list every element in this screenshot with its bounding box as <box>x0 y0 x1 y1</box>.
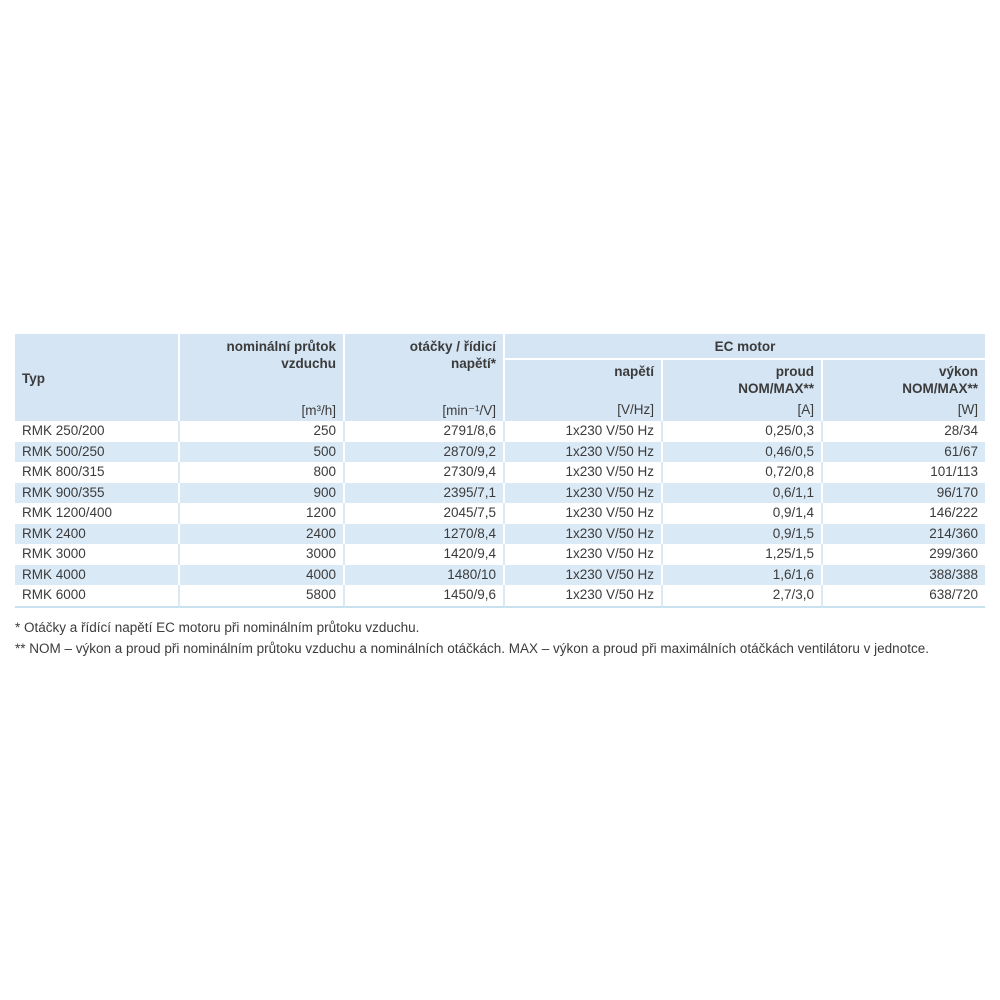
cell-typ: RMK 250/200 <box>15 421 180 442</box>
header-current-title: proud NOM/MAX** <box>738 364 814 396</box>
cell-power: 28/34 <box>823 421 985 442</box>
cell-current: 0,9/1,5 <box>663 523 823 544</box>
cell-typ: RMK 3000 <box>15 544 180 565</box>
cell-voltage: 1x230 V/50 Hz <box>505 523 663 544</box>
cell-typ: RMK 800/315 <box>15 462 180 483</box>
cell-typ: RMK 900/355 <box>15 482 180 503</box>
header-flow-unit: [m³/h] <box>301 403 336 418</box>
page-content: Typ nominální průtok vzduchu [m³/h] <box>15 334 985 660</box>
cell-speed: 1450/9,6 <box>345 585 505 608</box>
footnote-1: * Otáčky a řídící napětí EC motoru při n… <box>15 619 420 635</box>
table-body: RMK 250/200 250 2791/8,6 1x230 V/50 Hz 0… <box>15 421 985 608</box>
cell-voltage: 1x230 V/50 Hz <box>505 503 663 524</box>
cell-power: 61/67 <box>823 441 985 462</box>
cell-speed: 2870/9,2 <box>345 441 505 462</box>
cell-voltage: 1x230 V/50 Hz <box>505 585 663 608</box>
header-flow: nominální průtok vzduchu [m³/h] <box>180 334 345 421</box>
cell-typ: RMK 500/250 <box>15 441 180 462</box>
cell-typ: RMK 2400 <box>15 523 180 544</box>
cell-typ: RMK 1200/400 <box>15 503 180 524</box>
cell-speed: 1420/9,4 <box>345 544 505 565</box>
header-voltage-title: napětí <box>614 364 654 379</box>
table-header: Typ nominální průtok vzduchu [m³/h] <box>15 334 985 421</box>
header-ec-motor: EC motor <box>505 334 985 360</box>
header-current: proud NOM/MAX** [A] <box>663 360 823 421</box>
cell-power: 146/222 <box>823 503 985 524</box>
cell-current: 1,6/1,6 <box>663 564 823 585</box>
cell-current: 0,72/0,8 <box>663 462 823 483</box>
cell-typ: RMK 4000 <box>15 564 180 585</box>
spec-table: Typ nominální průtok vzduchu [m³/h] <box>15 334 985 608</box>
cell-voltage: 1x230 V/50 Hz <box>505 482 663 503</box>
cell-flow: 800 <box>180 462 345 483</box>
cell-power: 214/360 <box>823 523 985 544</box>
header-voltage-unit: [V/Hz] <box>617 402 654 417</box>
header-power: výkon NOM/MAX** [W] <box>823 360 985 421</box>
table-row: RMK 4000 4000 1480/10 1x230 V/50 Hz 1,6/… <box>15 564 985 585</box>
cell-current: 0,6/1,1 <box>663 482 823 503</box>
cell-flow: 5800 <box>180 585 345 608</box>
cell-power: 96/170 <box>823 482 985 503</box>
cell-speed: 2791/8,6 <box>345 421 505 442</box>
cell-voltage: 1x230 V/50 Hz <box>505 421 663 442</box>
cell-voltage: 1x230 V/50 Hz <box>505 462 663 483</box>
header-typ: Typ <box>15 334 180 421</box>
cell-flow: 4000 <box>180 564 345 585</box>
cell-speed: 2045/7,5 <box>345 503 505 524</box>
header-band-row: Typ nominální průtok vzduchu [m³/h] <box>15 334 985 421</box>
cell-voltage: 1x230 V/50 Hz <box>505 564 663 585</box>
header-speed-title: otáčky / řídicí napětí* <box>409 339 496 371</box>
cell-speed: 2730/9,4 <box>345 462 505 483</box>
cell-flow: 2400 <box>180 523 345 544</box>
cell-power: 638/720 <box>823 585 985 608</box>
cell-flow: 900 <box>180 482 345 503</box>
header-power-unit: [W] <box>957 402 978 417</box>
cell-current: 2,7/3,0 <box>663 585 823 608</box>
cell-power: 101/113 <box>823 462 985 483</box>
cell-voltage: 1x230 V/50 Hz <box>505 441 663 462</box>
header-power-title: výkon NOM/MAX** <box>902 364 978 396</box>
cell-voltage: 1x230 V/50 Hz <box>505 544 663 565</box>
table-row: RMK 250/200 250 2791/8,6 1x230 V/50 Hz 0… <box>15 421 985 442</box>
cell-flow: 250 <box>180 421 345 442</box>
table-row: RMK 6000 5800 1450/9,6 1x230 V/50 Hz 2,7… <box>15 585 985 608</box>
cell-typ: RMK 6000 <box>15 585 180 608</box>
cell-current: 0,46/0,5 <box>663 441 823 462</box>
table-row: RMK 900/355 900 2395/7,1 1x230 V/50 Hz 0… <box>15 482 985 503</box>
table-row: RMK 2400 2400 1270/8,4 1x230 V/50 Hz 0,9… <box>15 523 985 544</box>
table-row: RMK 800/315 800 2730/9,4 1x230 V/50 Hz 0… <box>15 462 985 483</box>
header-speed: otáčky / řídicí napětí* [min⁻¹/V] <box>345 334 505 421</box>
footnote-2: ** NOM – výkon a proud při nominálním pr… <box>15 641 929 656</box>
cell-speed: 2395/7,1 <box>345 482 505 503</box>
table-row: RMK 1200/400 1200 2045/7,5 1x230 V/50 Hz… <box>15 503 985 524</box>
cell-speed: 1480/10 <box>345 564 505 585</box>
header-current-unit: [A] <box>797 402 814 417</box>
table-row: RMK 500/250 500 2870/9,2 1x230 V/50 Hz 0… <box>15 441 985 462</box>
cell-flow: 500 <box>180 441 345 462</box>
cell-current: 0,9/1,4 <box>663 503 823 524</box>
header-speed-unit: [min⁻¹/V] <box>442 403 496 418</box>
cell-speed: 1270/8,4 <box>345 523 505 544</box>
header-voltage: napětí [V/Hz] <box>505 360 663 421</box>
cell-power: 388/388 <box>823 564 985 585</box>
cell-current: 0,25/0,3 <box>663 421 823 442</box>
footnotes: * Otáčky a řídící napětí EC motoru při n… <box>15 617 960 660</box>
header-typ-label: Typ <box>22 370 45 386</box>
cell-flow: 3000 <box>180 544 345 565</box>
cell-power: 299/360 <box>823 544 985 565</box>
table-row: RMK 3000 3000 1420/9,4 1x230 V/50 Hz 1,2… <box>15 544 985 565</box>
header-sub-row: napětí [V/Hz] proud NOM/MAX** [A] <box>15 360 985 421</box>
cell-flow: 1200 <box>180 503 345 524</box>
cell-current: 1,25/1,5 <box>663 544 823 565</box>
header-flow-title: nominální průtok vzduchu <box>226 339 337 371</box>
